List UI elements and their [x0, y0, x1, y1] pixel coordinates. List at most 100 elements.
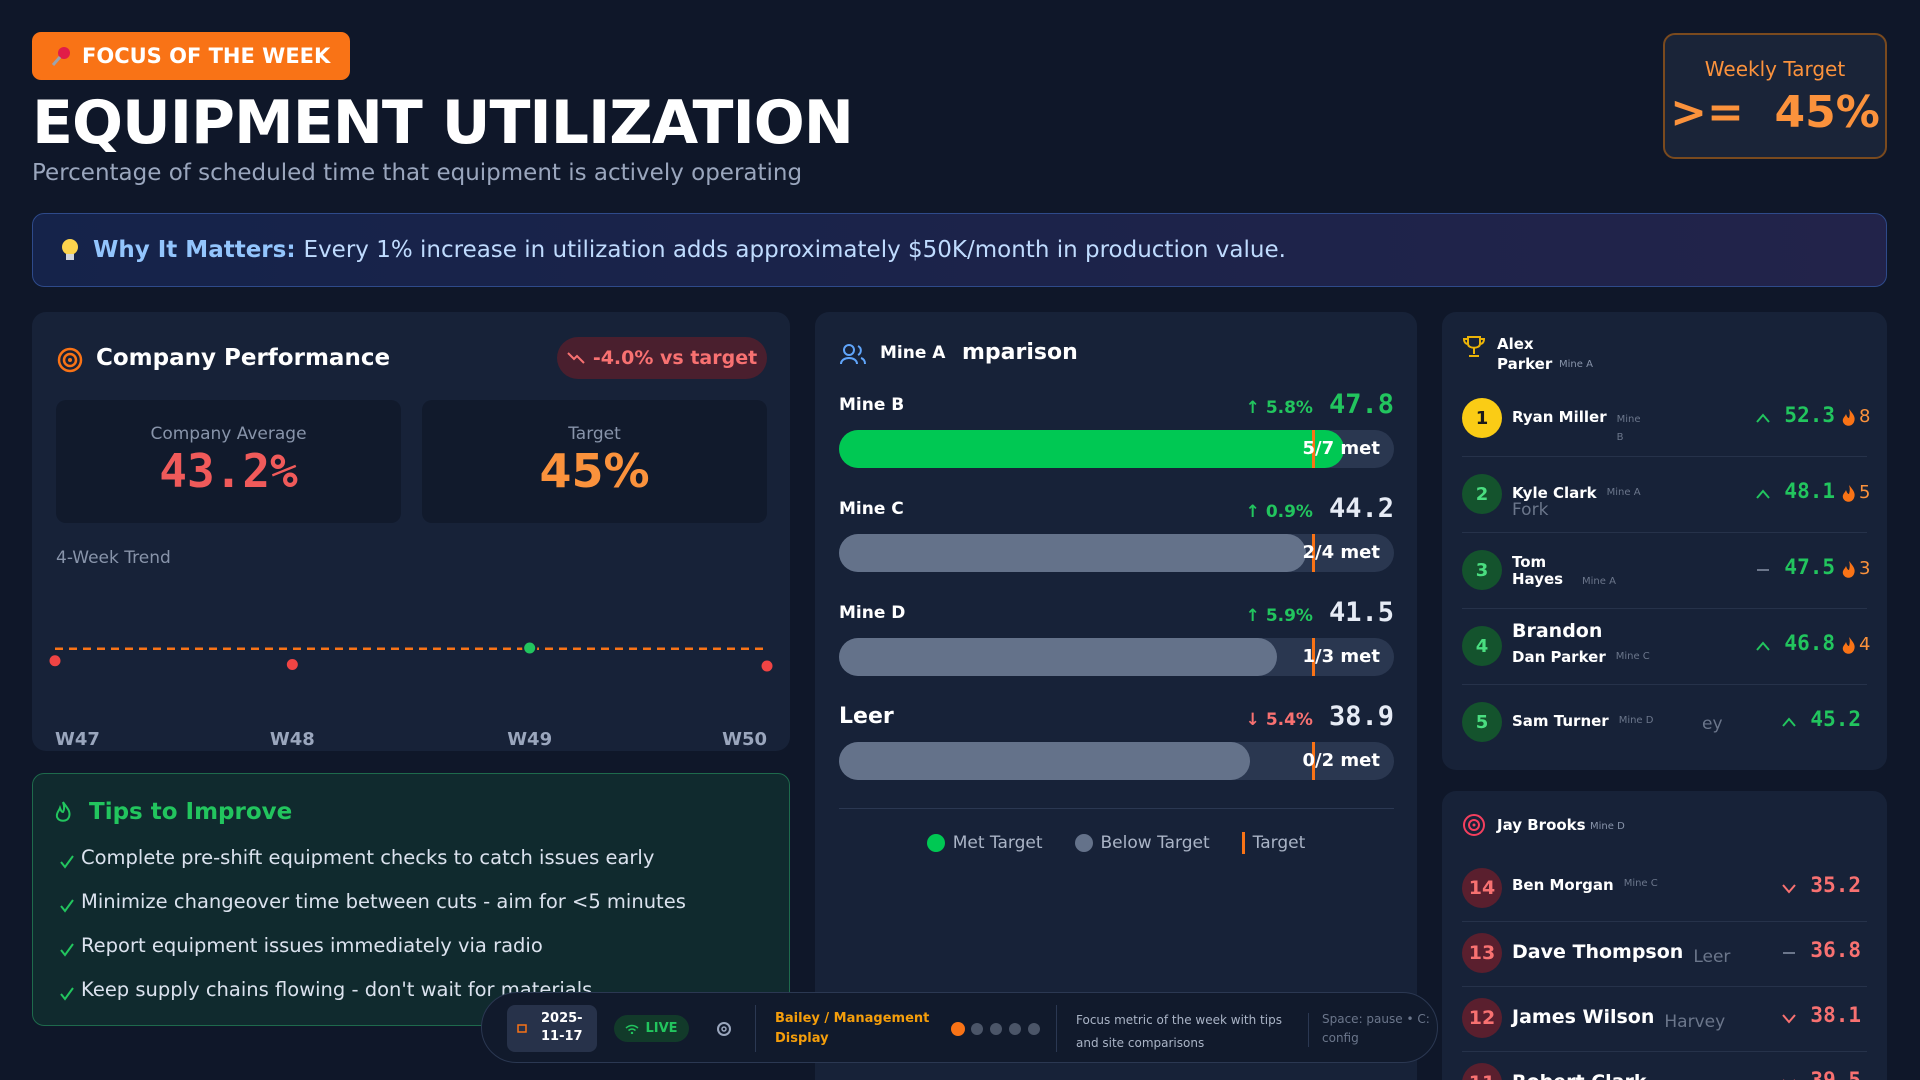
check [60, 855, 74, 869]
live-text: LIVE [645, 1021, 678, 1036]
trend-up [1756, 641, 1770, 651]
trend-up [1756, 413, 1770, 423]
person-site: Leer [1693, 947, 1731, 967]
rank-badge: 1 [1462, 398, 1502, 438]
trend-point [284, 657, 300, 672]
mines-title-prefix: Mine A [880, 343, 946, 363]
mine-rows: Mine B ↑ 5.8% 47.8 5/7 met Mine C ↑ 0.9% 44.2 2… [815, 312, 1417, 1080]
person-value: 45.2 [1810, 707, 1861, 731]
row-separator [1462, 532, 1867, 533]
people-icon [840, 344, 866, 365]
why-label: Why It Matters: [93, 237, 296, 263]
legend-label: Below Target [1100, 833, 1210, 853]
trend-flat [1783, 952, 1795, 954]
bar [839, 534, 1306, 572]
row-separator [1462, 608, 1867, 609]
target-marker [1312, 430, 1316, 468]
streak-count: 5 [1859, 482, 1871, 503]
mine-stats: ↓ 5.4% 38.9 [839, 701, 1394, 732]
trend-arrow [1756, 641, 1770, 651]
rank-badge: 12 [1462, 998, 1502, 1038]
trend-label: 4-Week Trend [56, 548, 171, 568]
date-box: 2025-11-17 [507, 1005, 597, 1052]
tip-item: Complete pre-shift equipment checks to c… [53, 844, 773, 874]
legend-swatch [1074, 834, 1093, 852]
mine-change: ↑ 5.9% [1245, 606, 1313, 626]
leaders-header: Alex Parker [1497, 335, 1553, 373]
rank-badge: 2 [1462, 474, 1502, 514]
person-name: Tom Hayes [1512, 553, 1564, 588]
bottom-rows: 14 Ben Morgan Mine C 35.2 13 Dave Thompson Lee… [1442, 791, 1887, 1080]
why-text: Every 1% increase in utilization adds ap… [303, 237, 1286, 263]
trend-arrow [1782, 1014, 1796, 1024]
tip-text: Minimize changeover time between cuts - … [81, 890, 686, 913]
streak-fire [1842, 637, 1855, 654]
bottom-header: Jay Brooks [1497, 816, 1586, 834]
description: Focus metric of the week with tips and s… [1076, 1013, 1282, 1050]
trend-down [1782, 1014, 1796, 1024]
person-site: Mine D [1618, 715, 1654, 726]
mine-value: 41.5 [1328, 597, 1394, 628]
page-dots [951, 1022, 1040, 1036]
person-site: Harvey [1664, 1012, 1726, 1032]
flame [1842, 409, 1855, 426]
flame [1842, 561, 1855, 578]
check [60, 987, 74, 1001]
streak-fire [1842, 561, 1855, 578]
streak-count: 3 [1859, 558, 1871, 579]
week-label: W48 [270, 729, 315, 750]
trend-chart: W47 W48 W49 W50 [47, 640, 775, 750]
legend-swatch [926, 834, 945, 852]
average-card: Company Average 43.2% [56, 400, 401, 523]
why-banner: Why It Matters: Every 1% increase in uti… [32, 213, 1887, 287]
legend-label: Target [1252, 833, 1306, 853]
streak-fire [1842, 485, 1855, 502]
person-name: Dave Thompson [1512, 941, 1684, 963]
rank-badge: 4 [1462, 626, 1502, 666]
streak-count: 4 [1859, 634, 1871, 655]
person-extra: Fork [1512, 500, 1549, 520]
trophy-icon [1462, 336, 1486, 357]
target-marker [1312, 742, 1316, 780]
trend-up [1756, 489, 1770, 499]
mine-name: Leer [839, 704, 894, 729]
down-trend-icon [567, 352, 585, 364]
pin-icon [51, 47, 70, 66]
mine-name: Mine D [839, 603, 906, 623]
subtitle: Percentage of scheduled time that equipm… [32, 160, 803, 186]
trend-point [47, 653, 63, 669]
met-count: 0/2 met [1302, 750, 1380, 771]
legend-item: Met Target [926, 832, 1043, 854]
mine-stats: ↑ 5.9% 41.5 [839, 597, 1394, 628]
person-site: Mine C [1615, 651, 1650, 662]
badge-text: FOCUS OF THE WEEK [82, 44, 331, 68]
trend-arrow [1756, 413, 1770, 423]
row-separator [1462, 920, 1867, 922]
mine-value: 38.9 [1328, 701, 1394, 732]
leaders-header-site: Mine A [1559, 359, 1593, 370]
keys-hint: Space: pause • C: config [1322, 1012, 1430, 1045]
legend-item: Target [1241, 832, 1306, 854]
settings-icon[interactable] [714, 1019, 734, 1039]
bar [839, 638, 1278, 676]
person-value: 48.1 [1784, 479, 1835, 503]
person-value: 36.8 [1810, 938, 1861, 962]
row-separator [1462, 985, 1867, 987]
week-label: W50 [722, 729, 767, 750]
trend-up [1782, 717, 1796, 727]
tip-text: Complete pre-shift equipment checks to c… [81, 846, 655, 869]
average-label: Company Average [150, 424, 307, 444]
legend-label: Met Target [952, 833, 1043, 853]
flame [1842, 637, 1855, 654]
person-name: Kyle Clark [1512, 484, 1597, 502]
person-name: Ben Morgan [1512, 876, 1614, 894]
bar [839, 430, 1344, 468]
separator [839, 808, 1394, 809]
person-site: Mine C [1623, 878, 1658, 889]
date-text: 2025-11-17 [541, 1011, 583, 1044]
average-value: 43.2% [159, 444, 298, 498]
met-count: 5/7 met [1302, 438, 1380, 459]
rank-badge: 13 [1462, 933, 1502, 973]
footer-bar: 2025-11-17 LIVE Bailey / Management Disp… [481, 992, 1438, 1063]
mine-value: 44.2 [1328, 493, 1394, 524]
